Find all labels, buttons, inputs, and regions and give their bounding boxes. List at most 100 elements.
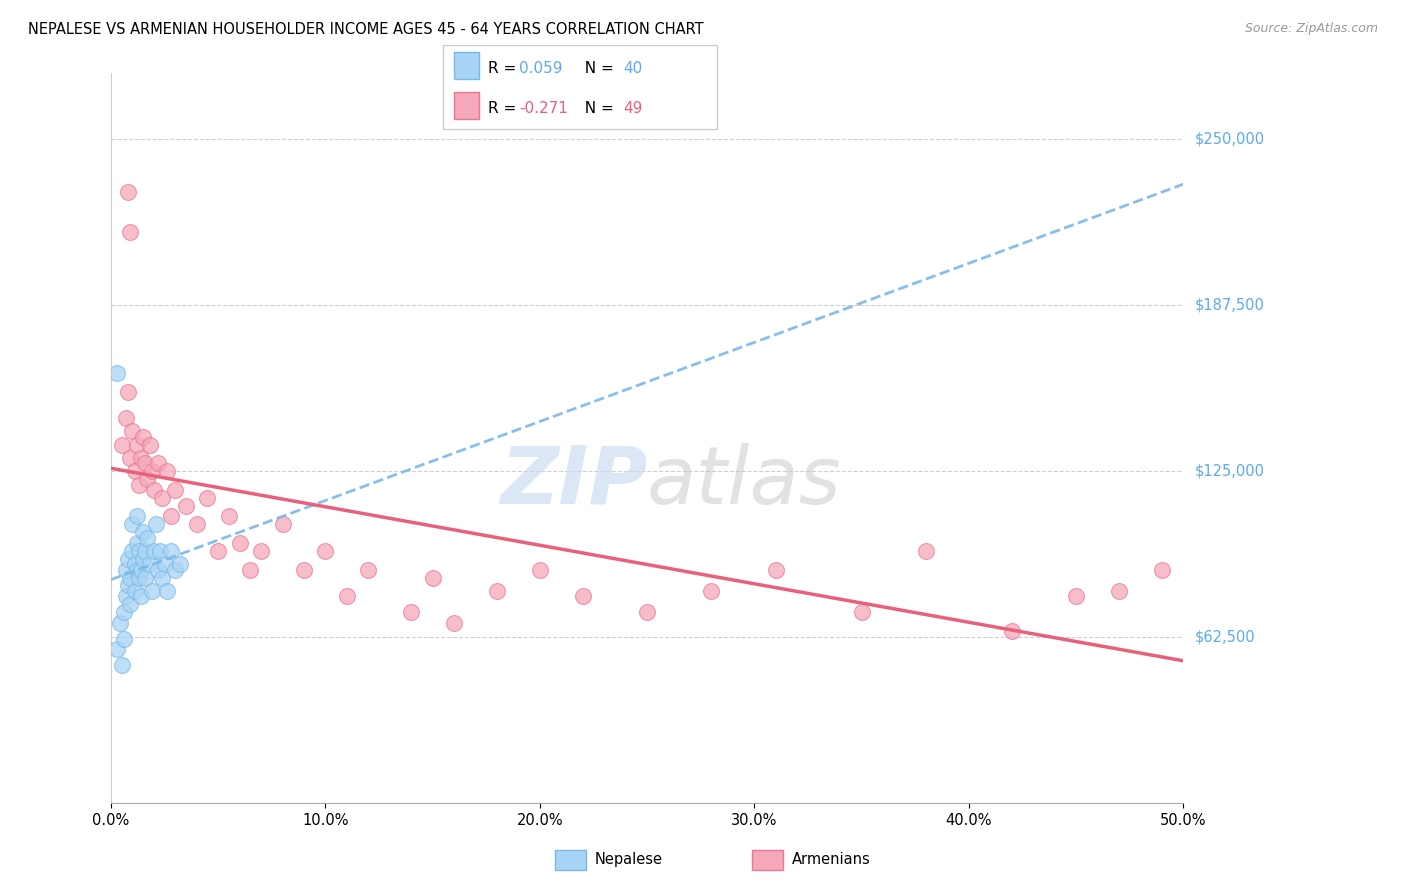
Point (529, 562, 551, 576)
Point (422, 570, 444, 584)
Point (134, 456, 156, 470)
Point (134, 544, 156, 558)
Point (765, 562, 787, 576)
Point (132, 525, 155, 540)
Point (1108, 583, 1130, 598)
Point (111, 658, 134, 673)
Point (443, 615, 465, 630)
Text: NEPALESE VS ARMENIAN HOUSEHOLDER INCOME AGES 45 - 64 YEARS CORRELATION CHART: NEPALESE VS ARMENIAN HOUSEHOLDER INCOME … (28, 22, 704, 37)
Point (1064, 589, 1087, 603)
Point (292, 562, 315, 576)
Point (399, 605, 422, 619)
Point (636, 605, 658, 619)
Point (156, 583, 179, 598)
Point (571, 589, 593, 603)
Point (1150, 562, 1173, 576)
Text: $62,500: $62,500 (1194, 630, 1256, 645)
Text: 49: 49 (623, 101, 643, 116)
Point (138, 558, 160, 572)
Point (108, 615, 131, 630)
Point (138, 438, 160, 452)
Point (117, 384, 139, 399)
Point (239, 562, 262, 576)
Text: N =: N = (575, 61, 619, 76)
Point (165, 562, 187, 576)
Point (125, 438, 148, 452)
Point (117, 578, 139, 592)
Text: R =: R = (488, 61, 522, 76)
Point (117, 186, 139, 200)
Point (117, 552, 139, 566)
Text: $125,000: $125,000 (1194, 464, 1264, 479)
Point (156, 464, 179, 478)
Text: $250,000: $250,000 (1194, 132, 1264, 147)
Point (160, 544, 183, 558)
Point (128, 544, 150, 558)
Point (120, 597, 142, 611)
Point (146, 456, 169, 470)
Text: 40: 40 (623, 61, 643, 76)
Point (115, 411, 138, 425)
Point (121, 544, 143, 558)
Point (142, 544, 165, 558)
Point (851, 605, 873, 619)
Point (115, 589, 138, 603)
Point (250, 544, 273, 558)
Point (124, 464, 146, 478)
Text: Armenians: Armenians (792, 853, 870, 867)
Point (141, 464, 163, 478)
Point (197, 491, 219, 505)
Point (152, 570, 174, 584)
Point (120, 570, 142, 584)
Text: R =: R = (488, 101, 522, 116)
Point (485, 583, 508, 598)
Point (228, 536, 250, 550)
Point (160, 509, 183, 524)
Point (129, 450, 152, 465)
Point (132, 552, 155, 566)
Point (105, 366, 128, 380)
Point (111, 438, 134, 452)
Point (121, 517, 143, 532)
Point (112, 605, 135, 619)
Point (174, 499, 197, 513)
Text: atlas: atlas (647, 443, 842, 521)
Point (120, 225, 142, 239)
Point (142, 483, 165, 497)
Point (146, 562, 169, 576)
Point (112, 632, 135, 646)
Point (152, 491, 174, 505)
Point (128, 477, 150, 491)
Point (165, 483, 187, 497)
Point (136, 531, 159, 545)
Point (125, 562, 148, 576)
Point (357, 562, 380, 576)
Text: 0.059: 0.059 (519, 61, 562, 76)
Point (186, 517, 208, 532)
Text: -0.271: -0.271 (519, 101, 568, 116)
Point (271, 517, 294, 532)
Point (153, 558, 176, 572)
Point (132, 430, 155, 444)
Point (218, 509, 240, 524)
Point (121, 425, 143, 439)
Point (149, 544, 172, 558)
Point (134, 570, 156, 584)
Point (124, 583, 146, 598)
Point (125, 536, 148, 550)
Point (915, 544, 938, 558)
Point (128, 570, 150, 584)
Point (314, 544, 336, 558)
Point (136, 472, 159, 486)
Point (120, 450, 142, 465)
Text: Nepalese: Nepalese (595, 853, 662, 867)
Point (129, 562, 152, 576)
Point (1001, 624, 1024, 638)
Point (115, 562, 138, 576)
Point (105, 642, 128, 657)
Text: $187,500: $187,500 (1194, 298, 1264, 313)
Point (145, 517, 167, 532)
Text: ZIP: ZIP (499, 443, 647, 521)
Text: N =: N = (575, 101, 619, 116)
Point (141, 583, 163, 598)
